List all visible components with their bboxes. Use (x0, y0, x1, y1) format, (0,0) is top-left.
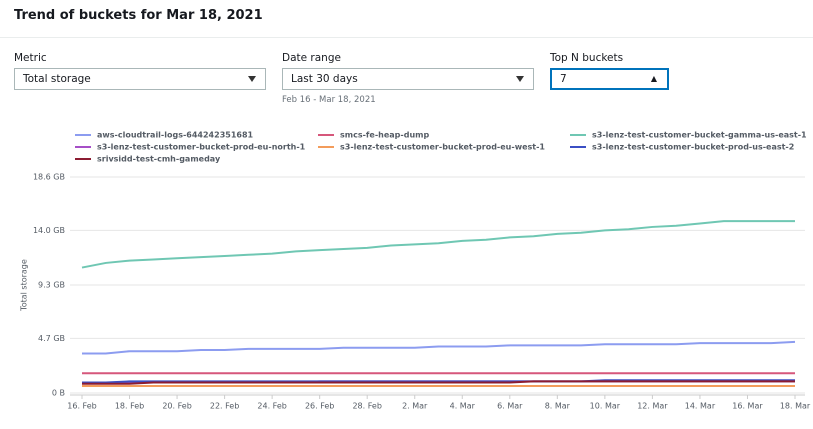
header-title: Trend of buckets for Mar 18, 2021 (14, 8, 263, 23)
x-tick-label: 16. Mar (732, 402, 763, 411)
legend-label: srivsidd-test-cmh-gameday (97, 155, 221, 164)
x-tick-label: 6. Mar (497, 402, 523, 411)
metric-label: Metric (14, 52, 47, 64)
legend-label: s3-lenz-test-customer-bucket-prod-us-eas… (592, 143, 794, 152)
y-tick-label: 4.7 GB (38, 334, 65, 343)
legend-label: smcs-fe-heap-dump (340, 131, 429, 140)
date-range-label: Date range (282, 52, 341, 64)
x-tick-label: 4. Mar (450, 402, 476, 411)
legend-label: s3-lenz-test-customer-bucket-gamma-us-ea… (592, 131, 807, 140)
date-range-select[interactable]: Last 30 days (282, 68, 534, 90)
series-line (82, 380, 795, 385)
date-range-value: Last 30 days (291, 73, 358, 85)
y-axis-label: Total storage (20, 259, 29, 312)
y-tick-label: 18.6 GB (33, 173, 65, 182)
dropdown-arrow (248, 76, 256, 82)
x-tick-label: 8. Mar (545, 402, 571, 411)
top-n-value: 7 (560, 73, 567, 85)
x-tick-label: 18. Feb (115, 402, 144, 411)
top-n-label: Top N buckets (550, 52, 624, 64)
x-tick-label: 16. Feb (67, 402, 96, 411)
series-line (81, 220, 795, 269)
metric-value: Total storage (23, 73, 91, 85)
dropdown-arrow (516, 76, 524, 82)
series-line (82, 340, 796, 355)
x-tick-label: 20. Feb (162, 402, 191, 411)
header: Trend of buckets for Mar 18, 2021 (0, 0, 813, 38)
date-range-hint: Feb 16 - Mar 18, 2021 (282, 95, 376, 105)
y-tick-label: 14.0 GB (33, 226, 65, 235)
x-tick-label: 26. Feb (305, 402, 334, 411)
spinner: ▲︎ (650, 74, 657, 83)
y-tick-label: 0 B (52, 389, 65, 398)
legend-label: s3-lenz-test-customer-bucket-prod-eu-wes… (340, 143, 545, 152)
metric-select[interactable]: Total storage (14, 68, 266, 90)
x-tick-label: 18. Mar (780, 402, 811, 411)
x-tick-label: 22. Feb (210, 402, 239, 411)
series-line (82, 379, 795, 384)
top-n-input[interactable]: 7 ▲︎ (550, 68, 669, 90)
x-tick-label: 12. Mar (637, 402, 668, 411)
legend-label: s3-lenz-test-customer-bucket-prod-eu-nor… (97, 143, 306, 152)
x-tick-label: 10. Mar (590, 402, 621, 411)
x-tick-label: 2. Mar (402, 402, 428, 411)
x-tick-label: 14. Mar (685, 402, 716, 411)
y-tick-label: 9.3 GB (38, 281, 65, 290)
x-tick-label: 24. Feb (257, 402, 286, 411)
legend-label: aws-cloudtrail-logs-644242351681 (97, 131, 254, 140)
x-tick-label: 28. Feb (352, 402, 381, 411)
